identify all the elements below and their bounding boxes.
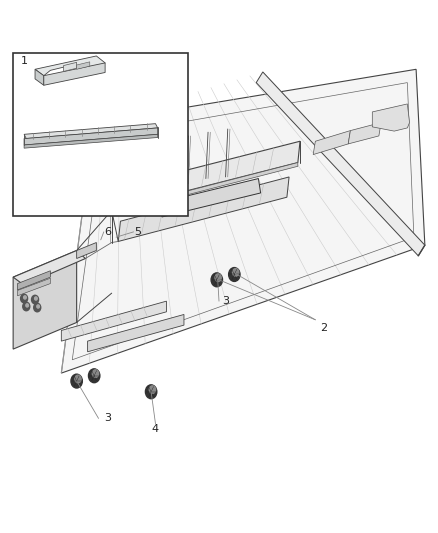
Text: 4: 4 bbox=[152, 424, 159, 434]
Polygon shape bbox=[61, 301, 166, 341]
Polygon shape bbox=[35, 56, 105, 76]
Text: 5: 5 bbox=[134, 227, 141, 237]
Circle shape bbox=[26, 304, 28, 307]
Polygon shape bbox=[118, 177, 289, 241]
Circle shape bbox=[211, 273, 223, 287]
Polygon shape bbox=[160, 179, 261, 217]
Polygon shape bbox=[24, 128, 158, 145]
Circle shape bbox=[37, 305, 39, 308]
Circle shape bbox=[34, 303, 41, 312]
Polygon shape bbox=[110, 141, 300, 211]
Polygon shape bbox=[372, 104, 410, 131]
Polygon shape bbox=[77, 243, 96, 259]
Polygon shape bbox=[24, 134, 158, 148]
Circle shape bbox=[215, 274, 221, 281]
Circle shape bbox=[233, 269, 239, 276]
Circle shape bbox=[92, 370, 99, 377]
Text: 1: 1 bbox=[21, 56, 28, 66]
Circle shape bbox=[88, 369, 100, 383]
Polygon shape bbox=[35, 69, 44, 85]
Polygon shape bbox=[61, 69, 425, 373]
Text: 6: 6 bbox=[104, 227, 111, 237]
Circle shape bbox=[75, 375, 81, 383]
Circle shape bbox=[23, 302, 30, 311]
Text: 2: 2 bbox=[321, 323, 328, 333]
Polygon shape bbox=[348, 123, 381, 144]
Polygon shape bbox=[112, 163, 298, 214]
Circle shape bbox=[229, 268, 240, 281]
Text: 3: 3 bbox=[104, 414, 111, 423]
Polygon shape bbox=[18, 278, 50, 296]
Bar bbox=[13, 53, 188, 216]
Polygon shape bbox=[256, 72, 425, 256]
Polygon shape bbox=[13, 251, 85, 285]
Circle shape bbox=[32, 295, 39, 304]
Polygon shape bbox=[44, 63, 105, 85]
Circle shape bbox=[149, 386, 155, 393]
Circle shape bbox=[35, 297, 37, 300]
Text: 3: 3 bbox=[222, 296, 229, 306]
Circle shape bbox=[71, 374, 82, 388]
Circle shape bbox=[24, 296, 26, 299]
Circle shape bbox=[145, 385, 157, 399]
Polygon shape bbox=[88, 314, 184, 352]
Polygon shape bbox=[313, 131, 350, 155]
Polygon shape bbox=[64, 62, 77, 71]
Polygon shape bbox=[18, 271, 50, 290]
Polygon shape bbox=[77, 62, 90, 69]
Polygon shape bbox=[24, 124, 158, 139]
Circle shape bbox=[21, 294, 28, 303]
Polygon shape bbox=[13, 251, 77, 349]
